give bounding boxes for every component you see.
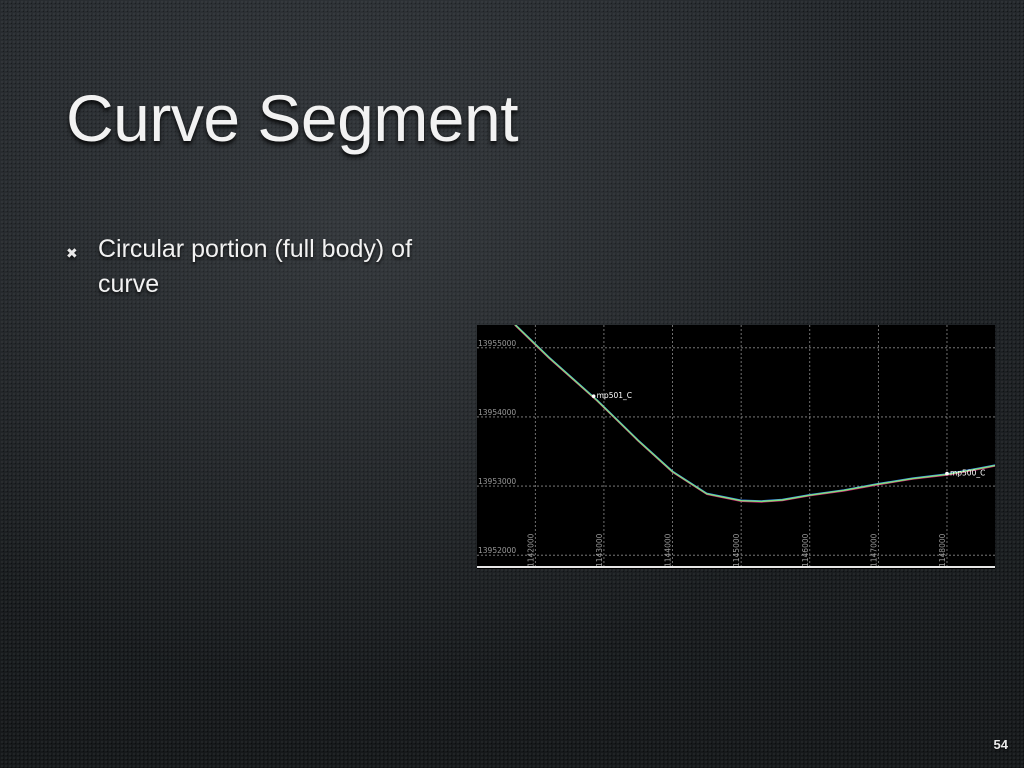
- bullet-item: ✖ Circular portion (full body) of curve: [66, 232, 466, 302]
- x-tick-label: 1146000: [801, 533, 810, 567]
- marker-point: [591, 394, 596, 398]
- marker-point: [945, 471, 949, 476]
- x-tick-label: 1145000: [732, 533, 741, 567]
- series-line-1: [514, 325, 995, 502]
- y-tick-label: 13952000: [478, 546, 516, 555]
- alignment-plot-svg: 13952000 13953000 13954000 13955000 1142000 1…: [477, 325, 995, 569]
- x-tick-label: 1147000: [869, 533, 878, 567]
- bullet-x-icon: ✖: [66, 245, 78, 261]
- plot-baseline: [477, 566, 995, 568]
- x-tick-label: 1148000: [938, 533, 947, 567]
- bullet-text: Circular portion (full body) of curve: [98, 235, 413, 298]
- x-tick-label: 1142000: [526, 533, 535, 567]
- series-line-2: [514, 325, 995, 503]
- y-tick-label: 13953000: [478, 477, 516, 486]
- series-line-0: [514, 325, 995, 503]
- x-tick-label: 1143000: [595, 533, 604, 567]
- page-number: 54: [993, 737, 1008, 752]
- alignment-plot: 13952000 13953000 13954000 13955000 1142000 1…: [477, 325, 995, 569]
- slide-title: Curve Segment: [66, 81, 519, 155]
- bullet-list: ✖ Circular portion (full body) of curve: [66, 232, 466, 302]
- y-tick-label: 13955000: [478, 339, 516, 348]
- x-tick-label: 1144000: [664, 533, 673, 567]
- marker-label: mp501_C: [597, 391, 632, 400]
- marker-label: mp500_C: [950, 469, 985, 478]
- y-tick-label: 13954000: [478, 408, 516, 417]
